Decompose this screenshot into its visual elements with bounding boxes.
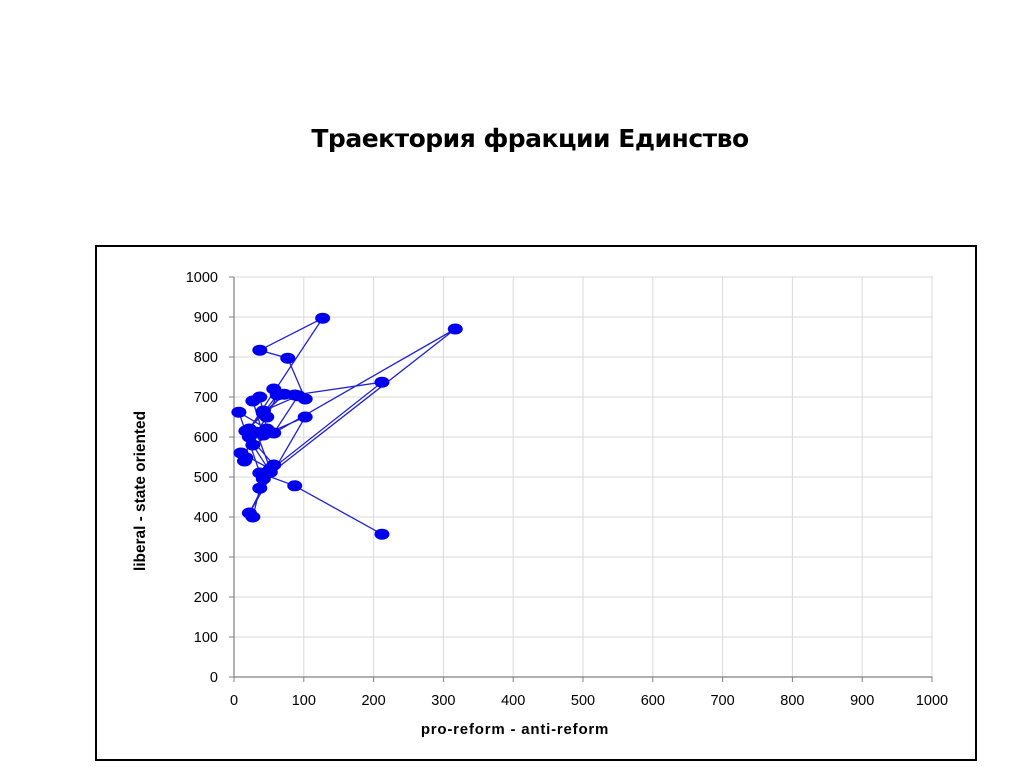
- x-tick-label: 1000: [916, 693, 948, 709]
- data-point: [233, 447, 249, 459]
- x-tick-label: 800: [780, 693, 804, 709]
- x-tick-label: 0: [230, 693, 238, 709]
- y-tick-label: 0: [210, 670, 218, 686]
- x-tick-label: 600: [641, 693, 665, 709]
- data-point: [447, 323, 463, 335]
- data-point: [252, 482, 268, 494]
- slide-title: Траектория фракции Единство: [311, 124, 749, 153]
- data-point: [252, 467, 268, 479]
- x-tick-label: 700: [710, 693, 734, 709]
- data-point: [241, 423, 257, 435]
- y-tick-label: 500: [194, 470, 218, 486]
- y-axis-title: liberal - state oriented: [132, 411, 149, 571]
- chart-frame: 0 100 200 300 400 500 600 700 800 900 1000 0 100 200…: [95, 245, 977, 761]
- x-tick-labels: 0 100 200 300 400 500 600 700 800 900 1000: [230, 693, 948, 709]
- y-tick-label: 900: [194, 310, 218, 326]
- data-point: [266, 427, 282, 439]
- x-tick-label: 300: [431, 693, 455, 709]
- x-tick-label: 400: [501, 693, 525, 709]
- data-point: [266, 383, 282, 395]
- data-point: [245, 395, 261, 407]
- data-point: [245, 439, 261, 451]
- y-tick-label: 700: [194, 390, 218, 406]
- data-point: [252, 344, 268, 356]
- data-point: [280, 352, 296, 364]
- x-tick-label: 100: [292, 693, 316, 709]
- data-point: [287, 480, 303, 492]
- x-axis-title: pro-reform - anti-reform: [421, 721, 609, 738]
- y-tick-label: 800: [194, 350, 218, 366]
- x-tick-label: 500: [571, 693, 595, 709]
- data-point: [241, 507, 257, 519]
- x-tick-label: 900: [850, 693, 874, 709]
- data-point: [374, 528, 390, 540]
- y-tick-label: 400: [194, 510, 218, 526]
- y-tick-label: 200: [194, 590, 218, 606]
- data-point: [315, 312, 331, 324]
- data-point: [297, 411, 313, 423]
- y-tick-label: 300: [194, 550, 218, 566]
- x-tick-label: 200: [361, 693, 385, 709]
- y-tick-label: 600: [194, 430, 218, 446]
- series-trajectory: [231, 312, 463, 540]
- y-tick-label: 100: [194, 630, 218, 646]
- axes: [229, 276, 933, 682]
- data-point: [255, 405, 271, 417]
- data-point: [374, 376, 390, 388]
- data-point: [231, 406, 247, 418]
- scatter-chart: 0 100 200 300 400 500 600 700 800 900 1000 0 100 200…: [132, 270, 948, 738]
- data-point: [290, 390, 306, 402]
- y-tick-label: 1000: [186, 270, 218, 286]
- y-tick-labels: 0 100 200 300 400 500 600 700 800 900 1000: [186, 270, 218, 686]
